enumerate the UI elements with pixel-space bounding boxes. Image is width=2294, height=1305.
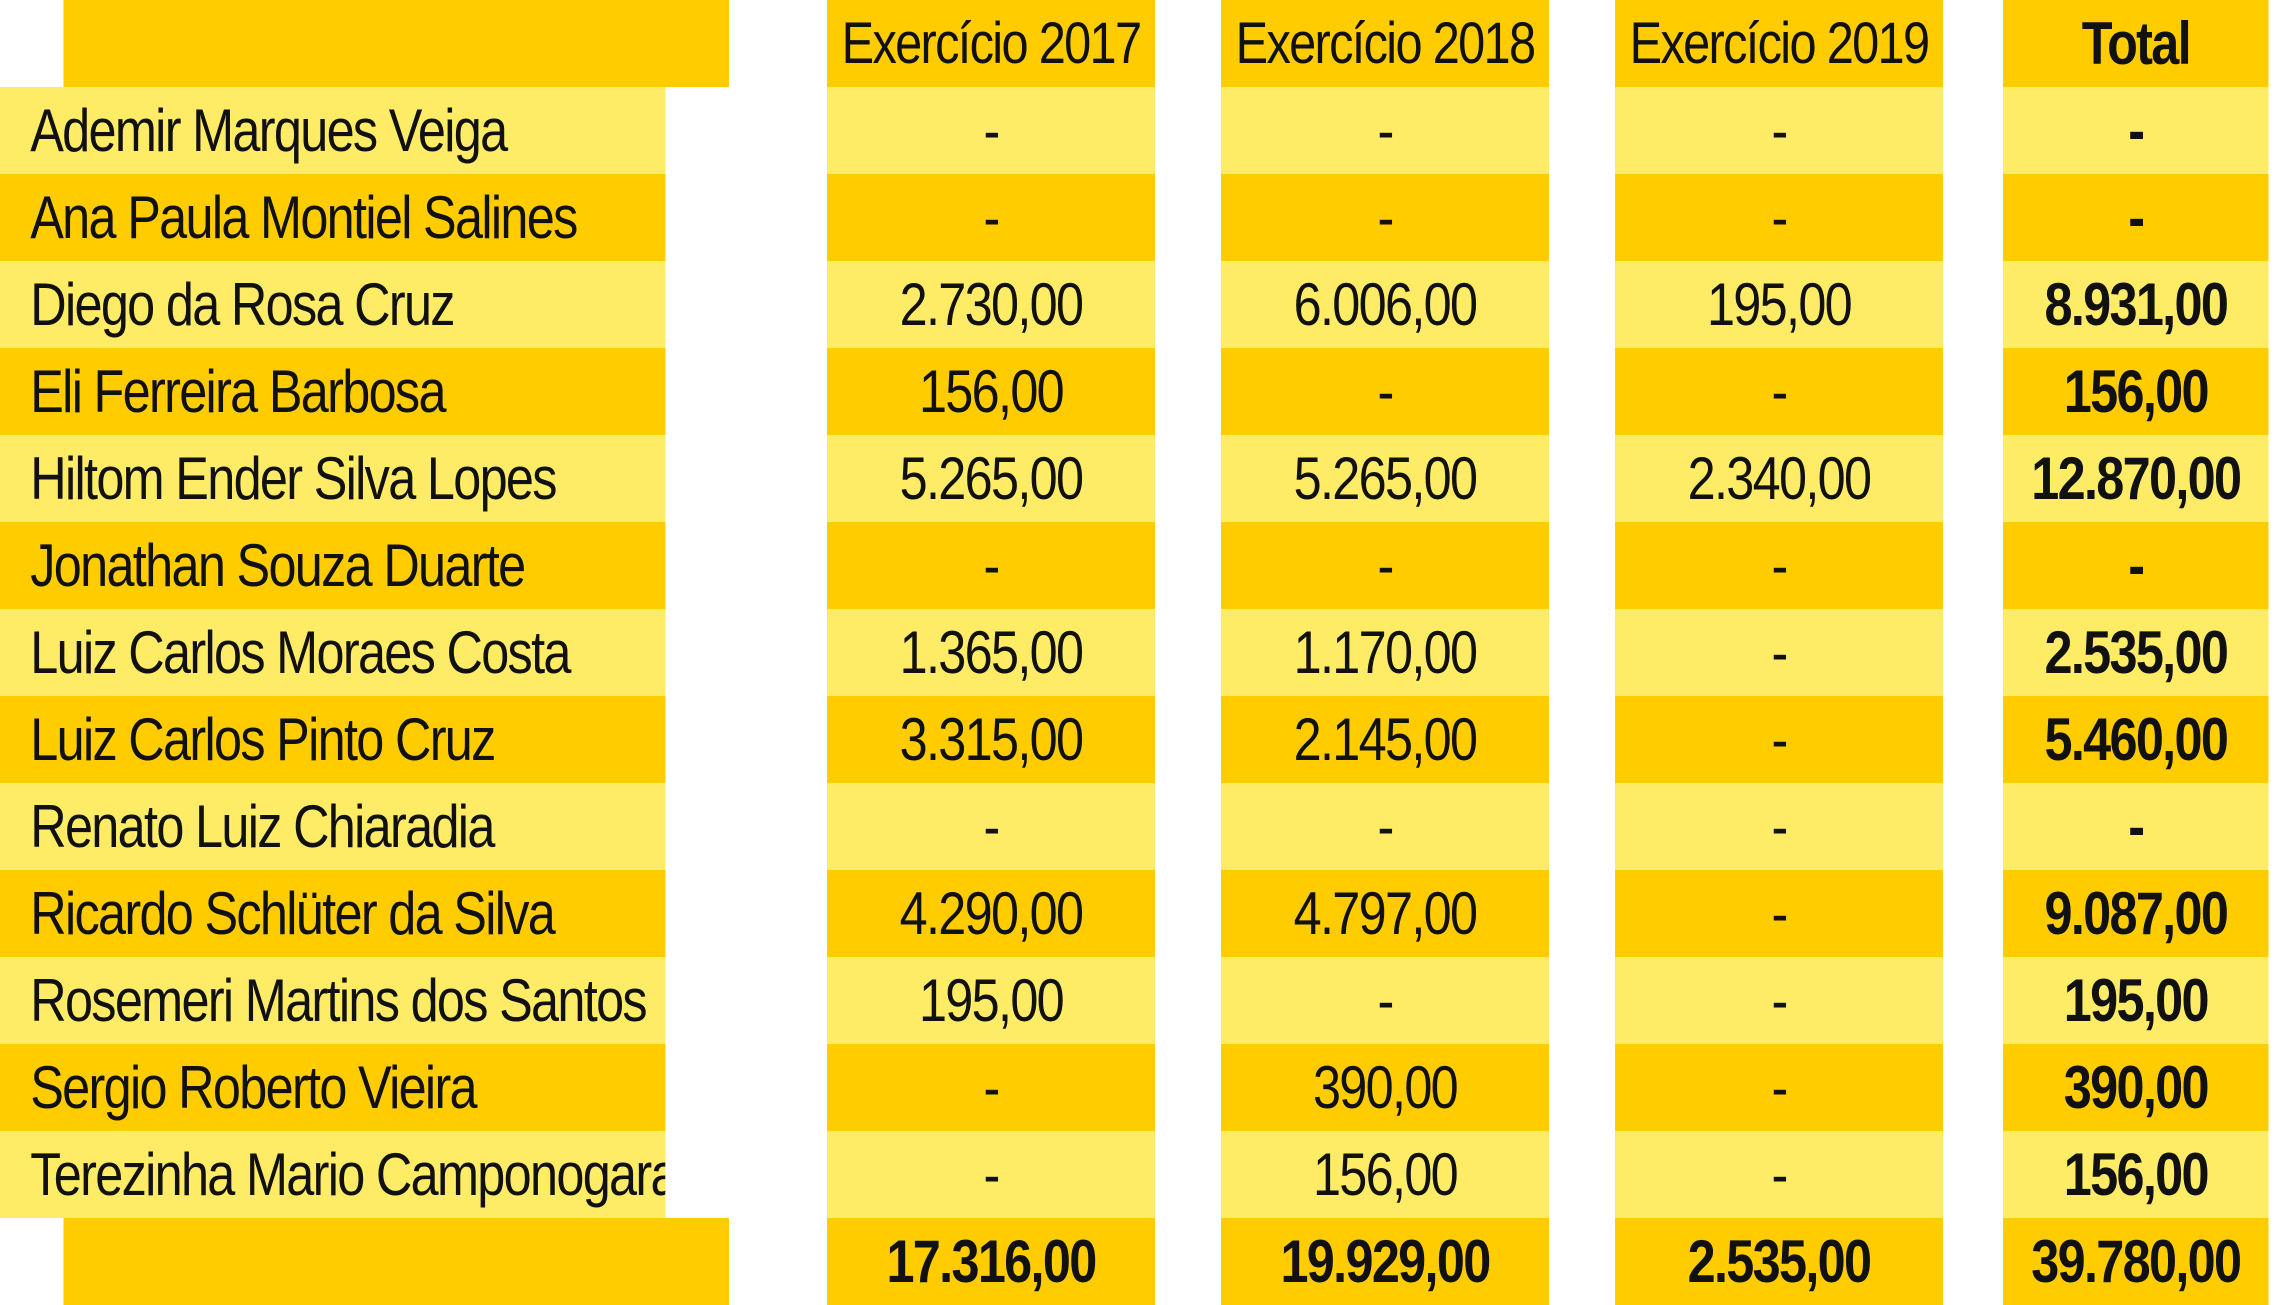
total-2018: 19.929,00	[1219, 1218, 1553, 1305]
value-2019: -	[1613, 609, 1947, 696]
table-row: Eli Ferreira Barbosa 156,00- -156,00	[0, 348, 2294, 435]
total-2017: 17.316,00	[825, 1218, 1159, 1305]
row-total: 8.931,00	[2001, 261, 2269, 348]
row-total: -	[2001, 174, 2269, 261]
person-name: Jonathan Souza Duarte	[0, 522, 669, 609]
value-2019: -	[1613, 957, 1947, 1044]
table-row: Rosemeri Martins dos Santos 195,00- -195,0…	[0, 957, 2294, 1044]
table-row: Sergio Roberto Vieira -390,00-390,00	[0, 1044, 2294, 1131]
totals-row: 17.316,00 19.929,00 2.535,00 39.780,00	[0, 1218, 2294, 1305]
value-2019: -	[1613, 348, 1947, 435]
value-2018: 2.145,00	[1219, 696, 1553, 783]
row-total: 2.535,00	[2001, 609, 2269, 696]
table-row: Jonathan Souza Duarte - - - -	[0, 522, 2294, 609]
value-2018: -	[1219, 87, 1553, 174]
person-name: Rosemeri Martins dos Santos	[0, 957, 669, 1044]
person-name: Sergio Roberto Vieira	[0, 1044, 669, 1131]
person-name: Eli Ferreira Barbosa	[0, 348, 669, 435]
table-row: Ana Paula Montiel Salines - - - -	[0, 174, 2294, 261]
value-2017: -	[825, 1131, 1159, 1218]
table-row: Renato Luiz Chiaradia - - - -	[0, 783, 2294, 870]
value-2018: -	[1219, 522, 1553, 609]
value-2019: -	[1613, 87, 1947, 174]
value-2018: 5.265,00	[1219, 435, 1553, 522]
person-name: Hiltom Ender Silva Lopes	[0, 435, 669, 522]
person-name: Terezinha Mario Camponogara	[0, 1131, 669, 1218]
person-name: Ricardo Schlüter da Silva	[0, 870, 669, 957]
table-body: Ademir Marques Veiga - - - - Ana Paula Montie…	[0, 87, 2294, 1218]
row-total: 5.460,00	[2001, 696, 2269, 783]
header-total: Total	[2001, 0, 2269, 87]
row-total: 156,00	[2001, 1131, 2269, 1218]
value-2017: 5.265,00	[825, 435, 1159, 522]
row-total: -	[2001, 522, 2269, 609]
person-name: Luiz Carlos Pinto Cruz	[0, 696, 669, 783]
row-total: 390,00	[2001, 1044, 2269, 1131]
value-2018: -	[1219, 174, 1553, 261]
total-2019: 2.535,00	[1613, 1218, 1947, 1305]
header-2018: Exercício 2018	[1219, 0, 1553, 87]
value-2019: -	[1613, 1044, 1947, 1131]
value-2018: -	[1219, 957, 1553, 1044]
value-2018: 6.006,00	[1219, 261, 1553, 348]
grand-total: 39.780,00	[2001, 1218, 2269, 1305]
value-2019: -	[1613, 783, 1947, 870]
value-2019: -	[1613, 870, 1947, 957]
table-row: Diego da Rosa Cruz 2.730,00 6.006,00 195,00…	[0, 261, 2294, 348]
table-row: Luiz Carlos Pinto Cruz 3.315,00 2.145,00-5…	[0, 696, 2294, 783]
value-2018: 4.797,00	[1219, 870, 1553, 957]
table-row: Terezinha Mario Camponogara -156,00-156,0…	[0, 1131, 2294, 1218]
header-name	[63, 0, 733, 87]
value-2019: -	[1613, 696, 1947, 783]
row-total: 195,00	[2001, 957, 2269, 1044]
table-row: Hiltom Ender Silva Lopes 5.265,00 5.265,00…	[0, 435, 2294, 522]
value-2017: 156,00	[825, 348, 1159, 435]
table-row: Ricardo Schlüter da Silva 4.290,00 4.797,0…	[0, 870, 2294, 957]
row-total: -	[2001, 783, 2269, 870]
value-2017: 1.365,00	[825, 609, 1159, 696]
value-2017: -	[825, 1044, 1159, 1131]
value-2017: 2.730,00	[825, 261, 1159, 348]
value-2019: 2.340,00	[1613, 435, 1947, 522]
person-name: Diego da Rosa Cruz	[0, 261, 669, 348]
value-2018: 156,00	[1219, 1131, 1553, 1218]
header-row: Exercício 2017 Exercício 2018 Exercício …	[0, 0, 2294, 87]
value-2018: 1.170,00	[1219, 609, 1553, 696]
totals-label	[63, 1218, 733, 1305]
person-name: Ana Paula Montiel Salines	[0, 174, 669, 261]
value-2017: -	[825, 87, 1159, 174]
value-2018: -	[1219, 348, 1553, 435]
header-2017: Exercício 2017	[825, 0, 1159, 87]
person-name: Ademir Marques Veiga	[0, 87, 669, 174]
value-2019: 195,00	[1613, 261, 1947, 348]
value-2017: -	[825, 174, 1159, 261]
value-2017: 195,00	[825, 957, 1159, 1044]
row-total: 12.870,00	[2001, 435, 2269, 522]
person-name: Luiz Carlos Moraes Costa	[0, 609, 669, 696]
value-2019: -	[1613, 522, 1947, 609]
value-2017: 4.290,00	[825, 870, 1159, 957]
row-total: -	[2001, 87, 2269, 174]
value-2017: -	[825, 783, 1159, 870]
value-2017: 3.315,00	[825, 696, 1159, 783]
value-2017: -	[825, 522, 1159, 609]
person-name: Renato Luiz Chiaradia	[0, 783, 669, 870]
table-row: Luiz Carlos Moraes Costa 1.365,00 1.170,00…	[0, 609, 2294, 696]
value-2018: -	[1219, 783, 1553, 870]
value-2019: -	[1613, 174, 1947, 261]
row-total: 9.087,00	[2001, 870, 2269, 957]
table-row: Ademir Marques Veiga - - - -	[0, 87, 2294, 174]
value-2018: 390,00	[1219, 1044, 1553, 1131]
header-2019: Exercício 2019	[1613, 0, 1947, 87]
row-total: 156,00	[2001, 348, 2269, 435]
value-2019: -	[1613, 1131, 1947, 1218]
